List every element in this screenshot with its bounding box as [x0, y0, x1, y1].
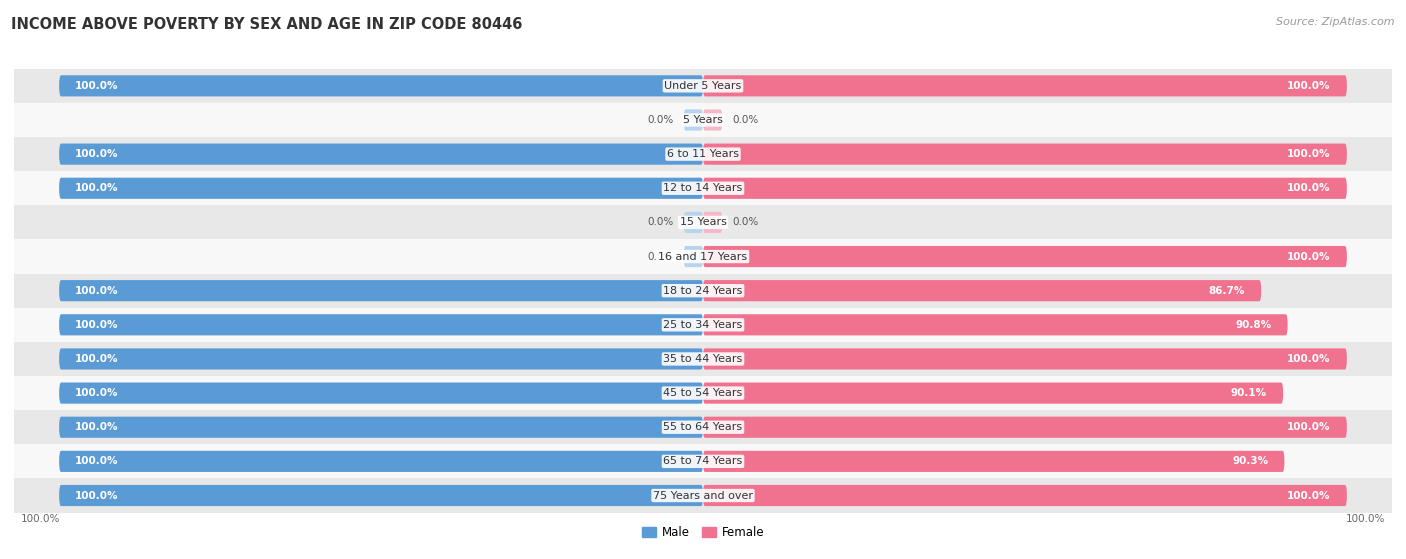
Text: 100.0%: 100.0%: [21, 514, 60, 524]
Text: 65 to 74 Years: 65 to 74 Years: [664, 456, 742, 466]
Text: 0.0%: 0.0%: [733, 115, 758, 125]
FancyBboxPatch shape: [703, 348, 1347, 369]
Text: 0.0%: 0.0%: [733, 217, 758, 228]
Text: 100.0%: 100.0%: [1288, 183, 1330, 193]
Text: 100.0%: 100.0%: [76, 286, 118, 296]
Bar: [14, 479, 1392, 513]
FancyBboxPatch shape: [59, 314, 703, 335]
Bar: [14, 410, 1392, 444]
Text: 100.0%: 100.0%: [1346, 514, 1385, 524]
Text: 100.0%: 100.0%: [1288, 490, 1330, 500]
Text: 100.0%: 100.0%: [76, 320, 118, 330]
Text: 55 to 64 Years: 55 to 64 Years: [664, 422, 742, 432]
FancyBboxPatch shape: [703, 451, 1285, 472]
Text: Source: ZipAtlas.com: Source: ZipAtlas.com: [1277, 17, 1395, 27]
Text: 75 Years and over: 75 Years and over: [652, 490, 754, 500]
Bar: [14, 342, 1392, 376]
Text: 6 to 11 Years: 6 to 11 Years: [666, 149, 740, 159]
FancyBboxPatch shape: [59, 416, 703, 438]
Bar: [14, 376, 1392, 410]
Text: 5 Years: 5 Years: [683, 115, 723, 125]
Text: 12 to 14 Years: 12 to 14 Years: [664, 183, 742, 193]
Text: 90.3%: 90.3%: [1232, 456, 1268, 466]
Bar: [14, 273, 1392, 308]
Bar: [14, 171, 1392, 205]
Text: 100.0%: 100.0%: [76, 81, 118, 91]
Text: 100.0%: 100.0%: [76, 183, 118, 193]
FancyBboxPatch shape: [683, 212, 703, 233]
Text: Under 5 Years: Under 5 Years: [665, 81, 741, 91]
Bar: [14, 69, 1392, 103]
FancyBboxPatch shape: [703, 416, 1347, 438]
Text: 35 to 44 Years: 35 to 44 Years: [664, 354, 742, 364]
Text: 100.0%: 100.0%: [1288, 252, 1330, 262]
FancyBboxPatch shape: [703, 314, 1288, 335]
FancyBboxPatch shape: [59, 451, 703, 472]
Text: 100.0%: 100.0%: [1288, 149, 1330, 159]
FancyBboxPatch shape: [703, 382, 1284, 404]
Text: 86.7%: 86.7%: [1209, 286, 1246, 296]
Bar: [14, 308, 1392, 342]
FancyBboxPatch shape: [59, 75, 703, 97]
Text: 90.8%: 90.8%: [1236, 320, 1271, 330]
FancyBboxPatch shape: [683, 246, 703, 267]
Legend: Male, Female: Male, Female: [637, 522, 769, 544]
Text: 18 to 24 Years: 18 to 24 Years: [664, 286, 742, 296]
FancyBboxPatch shape: [59, 382, 703, 404]
FancyBboxPatch shape: [703, 144, 1347, 165]
Text: 100.0%: 100.0%: [76, 456, 118, 466]
Bar: [14, 103, 1392, 137]
Text: 100.0%: 100.0%: [1288, 81, 1330, 91]
Text: 100.0%: 100.0%: [76, 490, 118, 500]
FancyBboxPatch shape: [703, 75, 1347, 97]
FancyBboxPatch shape: [703, 485, 1347, 506]
Text: 100.0%: 100.0%: [76, 354, 118, 364]
Text: 100.0%: 100.0%: [76, 422, 118, 432]
Text: 25 to 34 Years: 25 to 34 Years: [664, 320, 742, 330]
FancyBboxPatch shape: [703, 280, 1261, 301]
FancyBboxPatch shape: [703, 212, 723, 233]
FancyBboxPatch shape: [703, 246, 1347, 267]
FancyBboxPatch shape: [59, 178, 703, 199]
Text: 15 Years: 15 Years: [679, 217, 727, 228]
FancyBboxPatch shape: [703, 110, 723, 131]
Bar: [14, 205, 1392, 239]
FancyBboxPatch shape: [59, 348, 703, 369]
Text: 0.0%: 0.0%: [648, 217, 673, 228]
Bar: [14, 137, 1392, 171]
FancyBboxPatch shape: [59, 280, 703, 301]
Text: 100.0%: 100.0%: [1288, 354, 1330, 364]
FancyBboxPatch shape: [703, 178, 1347, 199]
FancyBboxPatch shape: [59, 144, 703, 165]
Text: 45 to 54 Years: 45 to 54 Years: [664, 388, 742, 398]
FancyBboxPatch shape: [683, 110, 703, 131]
Bar: [14, 239, 1392, 273]
Text: 100.0%: 100.0%: [76, 149, 118, 159]
Text: 90.1%: 90.1%: [1230, 388, 1267, 398]
Text: 100.0%: 100.0%: [1288, 422, 1330, 432]
Text: 0.0%: 0.0%: [648, 252, 673, 262]
FancyBboxPatch shape: [59, 485, 703, 506]
Text: 100.0%: 100.0%: [76, 388, 118, 398]
Bar: [14, 444, 1392, 479]
Text: INCOME ABOVE POVERTY BY SEX AND AGE IN ZIP CODE 80446: INCOME ABOVE POVERTY BY SEX AND AGE IN Z…: [11, 17, 523, 32]
Text: 0.0%: 0.0%: [648, 115, 673, 125]
Text: 16 and 17 Years: 16 and 17 Years: [658, 252, 748, 262]
